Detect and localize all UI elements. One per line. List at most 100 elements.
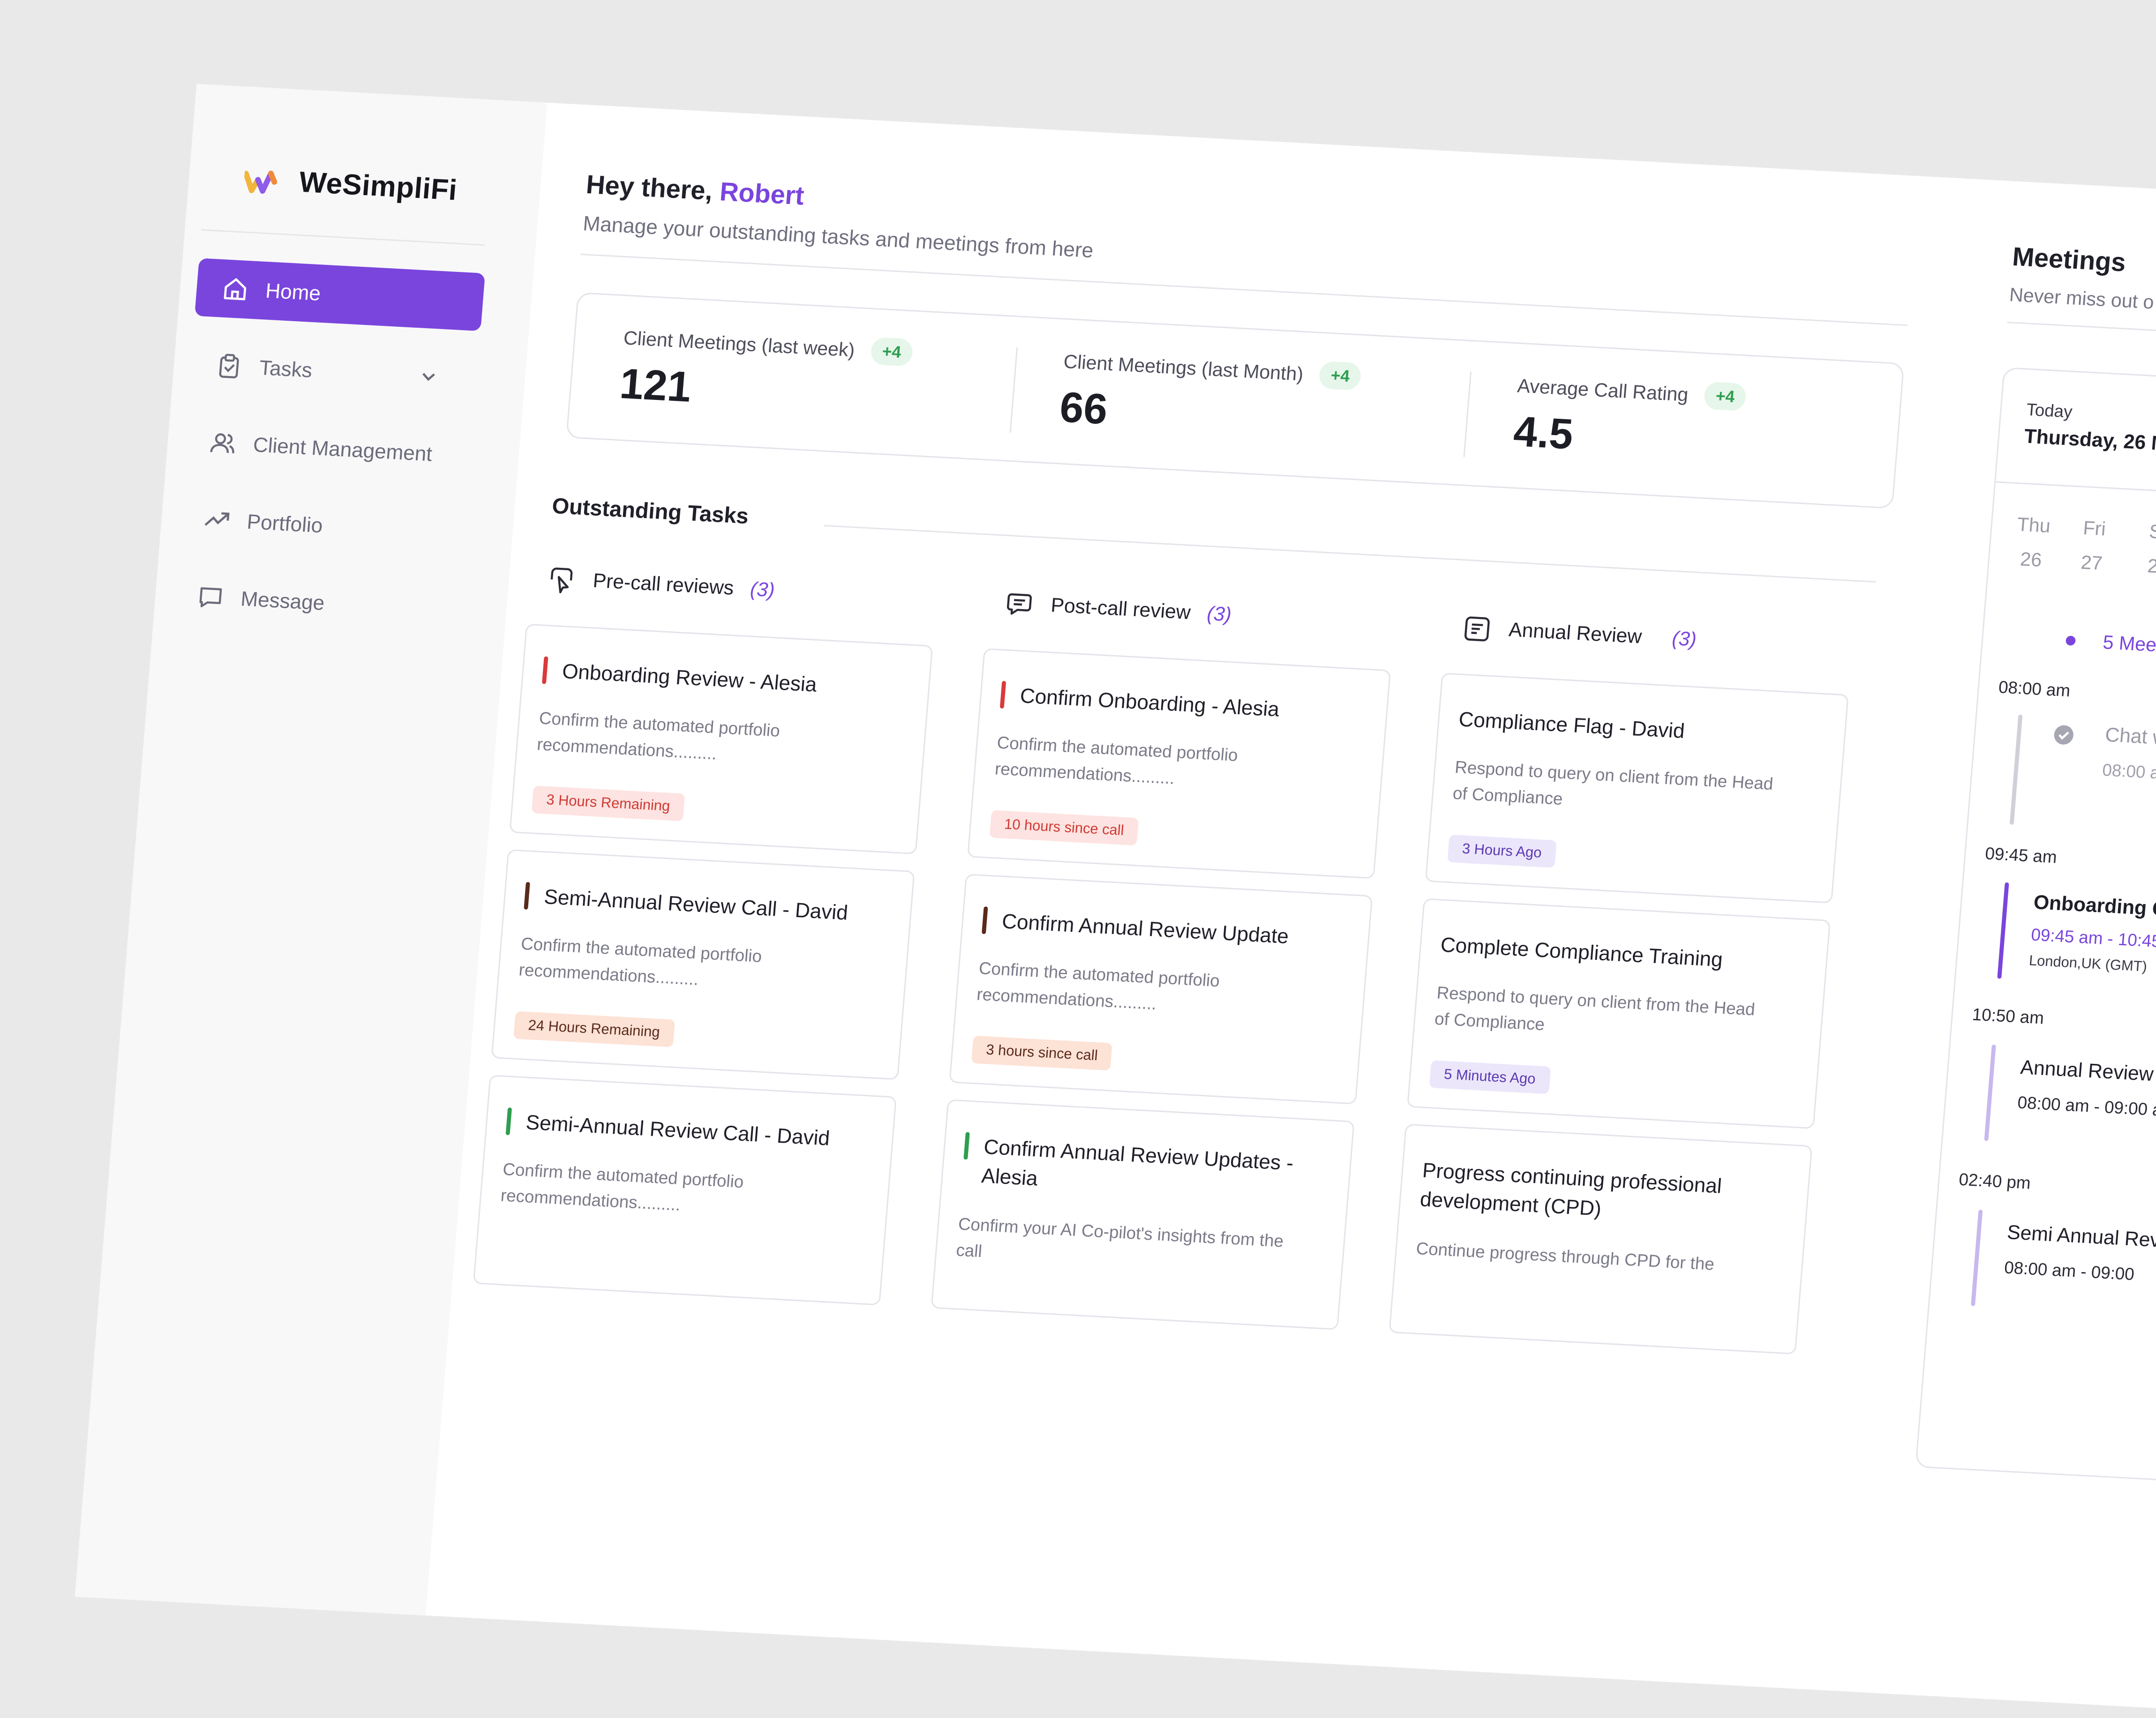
time-label: 09:45 am (1984, 844, 2058, 867)
time-label: 02:40 pm (1958, 1170, 2032, 1193)
task-card[interactable]: Semi-Annual Review Call - David Confirm … (473, 1075, 897, 1306)
task-card[interactable]: Confirm Annual Review Update Confirm the… (949, 874, 1373, 1105)
meeting-title[interactable]: Chat wi (2104, 724, 2156, 751)
today-date: Thursday, 26 M (2023, 426, 2156, 456)
time-label: 08:00 am (1998, 678, 2071, 701)
chevron-down-icon[interactable] (418, 367, 439, 387)
timeline-bar (2009, 714, 2023, 825)
stat-weekly-meetings: Client Meetings (last week) +4 121 (618, 324, 913, 424)
task-title: Onboarding Review - Alesia (561, 660, 818, 697)
task-description: Confirm your AI Co-pilot's insights from… (955, 1214, 1285, 1261)
brand-logo[interactable]: WeSimpliFi (243, 164, 458, 208)
sidebar-item-client-management[interactable]: Client Management (182, 412, 473, 485)
greeting-prefix: Hey there, (585, 171, 721, 207)
column-title: Pre-call reviews (592, 570, 735, 600)
stat-value: 4.5 (1511, 407, 1575, 459)
meeting-time: 08:00 am - 09:00 (2003, 1258, 2135, 1284)
user-name: Robert (718, 178, 805, 212)
stat-label: Client Meetings (last Month) (1063, 350, 1305, 385)
column-count: (3) (749, 579, 776, 603)
calendar-header: Today Thursday, 26 M (2023, 400, 2156, 456)
post-call-icon (1007, 593, 1032, 615)
day-sat[interactable]: Sa 28 (2145, 514, 2156, 584)
meeting-time: 08:00 am - 09:00 am (2017, 1093, 2156, 1121)
sidebar-item-label: Client Management (252, 433, 433, 466)
calendar-divider (1996, 481, 2156, 504)
column-title: Annual Review (1508, 619, 1643, 649)
task-description: Confirm the automated portfolio recommen… (994, 733, 1239, 788)
meeting-count-label: 5 Mee (2102, 631, 2156, 656)
outstanding-tasks-divider (824, 525, 1876, 583)
priority-bar (963, 1132, 970, 1160)
column-header-annual-review[interactable]: Annual Review (3) (1461, 613, 1698, 656)
greeting-title: Hey there, Robert (585, 171, 805, 213)
sidebar-item-label: Portfolio (246, 510, 324, 538)
task-card[interactable]: Semi-Annual Review Call - David Confirm … (491, 849, 915, 1080)
stat-value: 66 (1058, 383, 1110, 434)
task-card[interactable]: Confirm Annual Review Updates - Alesia C… (931, 1099, 1355, 1330)
task-description: Respond to query on client from the Head… (1452, 757, 1774, 809)
outstanding-tasks-title: Outstanding Tasks (551, 495, 750, 529)
sidebar-item-portfolio[interactable]: Portfolio (176, 489, 466, 562)
task-description: Confirm the automated portfolio recommen… (500, 1160, 744, 1215)
stat-monthly-meetings: Client Meetings (last Month) +4 66 (1058, 347, 1362, 448)
meeting-count: 5 Mee (2065, 629, 2156, 656)
home-icon (224, 278, 247, 301)
day-number: 26 (2019, 547, 2043, 571)
today-label: Today (2025, 400, 2073, 422)
day-name: Sa (2148, 520, 2156, 543)
sidebar-item-tasks[interactable]: Tasks (188, 335, 479, 408)
meetings-title: Meetings (2011, 243, 2127, 279)
sidebar-item-home[interactable]: Home (194, 258, 485, 332)
meeting-dot-icon (2065, 635, 2076, 645)
annual-review-icon (1464, 616, 1490, 641)
task-title: Confirm Annual Review Updates - Alesia (980, 1136, 1294, 1191)
meeting-time: 09:45 am - 10:45 a (2030, 925, 2156, 952)
meeting-time: 08:00 am (2101, 760, 2156, 784)
pre-call-icon (550, 567, 573, 594)
wesimplifi-logo-icon (243, 171, 278, 194)
stats-panel: Client Meetings (last week) +4 121 Client… (566, 292, 1905, 509)
day-thu[interactable]: Thu 26 (2013, 507, 2052, 578)
meetings-subtitle: Never miss out o (2008, 283, 2155, 313)
day-name: Fri (2082, 516, 2107, 540)
task-card[interactable]: Compliance Flag - David Respond to query… (1425, 672, 1849, 904)
meetings-calendar: Today Thursday, 26 M Thu 26 Fri 27 Sa 28 5 … (1915, 367, 2156, 1488)
task-title: Semi-Annual Review Call - David (525, 1111, 831, 1151)
stat-delta-badge: +4 (1318, 361, 1362, 391)
sidebar-item-label: Tasks (258, 356, 313, 383)
time-badge: 3 Hours Remaining (531, 785, 685, 821)
trending-up-icon (204, 512, 230, 526)
stat-separator (1009, 347, 1018, 433)
meeting-title[interactable]: Onboarding Ca (2033, 892, 2156, 922)
task-description: Confirm the automated portfolio recommen… (536, 708, 781, 764)
task-card[interactable]: Complete Compliance Training Respond to … (1406, 898, 1831, 1129)
stat-call-rating: Average Call Rating +4 4.5 (1512, 371, 1747, 469)
column-header-pre-call[interactable]: Pre-call reviews (3) (545, 564, 776, 607)
sidebar-item-label: Home (264, 279, 322, 306)
time-badge: 3 hours since call (971, 1035, 1113, 1071)
column-count: (3) (1671, 628, 1698, 652)
stat-value: 121 (618, 359, 693, 412)
time-badge: 5 Minutes Ago (1429, 1060, 1551, 1094)
meeting-title[interactable]: Semi Annual Review (2006, 1222, 2156, 1254)
day-fri[interactable]: Fri 27 (2079, 511, 2107, 581)
task-card[interactable]: Confirm Onboarding - Alesia Confirm the … (967, 648, 1391, 879)
meetings-divider (2007, 322, 2156, 338)
task-description: Confirm the automated portfolio recommen… (976, 958, 1221, 1014)
timeline-bar (1984, 1044, 1996, 1141)
users-icon (210, 433, 234, 453)
sidebar-item-label: Message (240, 587, 326, 615)
task-description: Respond to query on client from the Head… (1434, 983, 1756, 1035)
stat-label: Average Call Rating (1516, 374, 1690, 406)
task-title: Complete Compliance Training (1439, 934, 1724, 972)
task-card[interactable]: Progress continuing professional develop… (1389, 1123, 1813, 1355)
task-card[interactable]: Onboarding Review - Alesia Confirm the a… (509, 623, 933, 855)
task-description: Continue progress through CPD for the (1415, 1239, 1715, 1274)
timeline-bar (1997, 882, 2009, 979)
column-header-post-call[interactable]: Post-call review (3) (1003, 588, 1232, 631)
priority-bar (505, 1107, 512, 1136)
meeting-title[interactable]: Annual Review Ca (2019, 1057, 2156, 1088)
time-badge: 10 hours since call (989, 810, 1139, 846)
sidebar-item-message[interactable]: Message (170, 566, 460, 639)
